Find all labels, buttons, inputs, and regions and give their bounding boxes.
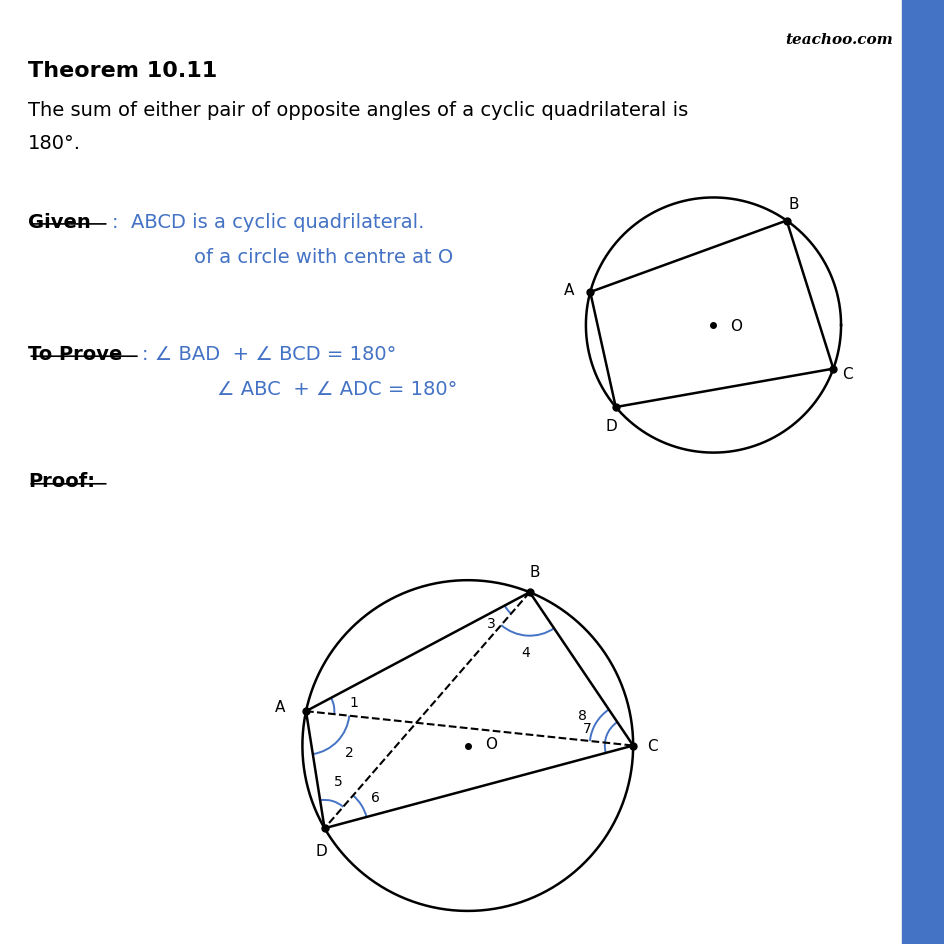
Text: : ∠ BAD  + ∠ BCD = 180°: : ∠ BAD + ∠ BCD = 180° [142, 345, 396, 363]
Text: teachoo.com: teachoo.com [784, 33, 892, 47]
Text: A: A [275, 700, 285, 715]
Text: :  ABCD is a cyclic quadrilateral.: : ABCD is a cyclic quadrilateral. [111, 212, 424, 231]
Text: D: D [604, 419, 616, 434]
Text: O: O [730, 318, 742, 333]
Text: 5: 5 [333, 774, 342, 788]
Text: 8: 8 [577, 708, 586, 722]
Text: 3: 3 [486, 616, 495, 631]
Text: 7: 7 [582, 721, 591, 735]
Bar [902, 0, 944, 944]
Text: 180°.: 180°. [28, 134, 81, 153]
Text: C: C [841, 366, 851, 381]
Text: O: O [484, 736, 497, 751]
Text: Proof:: Proof: [28, 472, 95, 491]
Text: 4: 4 [521, 645, 530, 659]
Text: Given: Given [28, 212, 91, 231]
Text: Theorem 10.11: Theorem 10.11 [28, 61, 217, 81]
Text: B: B [529, 565, 539, 580]
Text: 6: 6 [370, 790, 379, 804]
Text: ∠ ABC  + ∠ ADC = 180°: ∠ ABC + ∠ ADC = 180° [217, 379, 457, 398]
Text: B: B [788, 196, 799, 211]
Text: To Prove: To Prove [28, 345, 123, 363]
Text: of a circle with centre at O: of a circle with centre at O [194, 247, 452, 266]
Text: D: D [315, 844, 328, 858]
Text: C: C [646, 738, 657, 753]
Text: 2: 2 [345, 746, 353, 759]
Text: A: A [564, 282, 574, 297]
Text: The sum of either pair of opposite angles of a cyclic quadrilateral is: The sum of either pair of opposite angle… [28, 101, 688, 120]
Text: 1: 1 [349, 695, 359, 709]
